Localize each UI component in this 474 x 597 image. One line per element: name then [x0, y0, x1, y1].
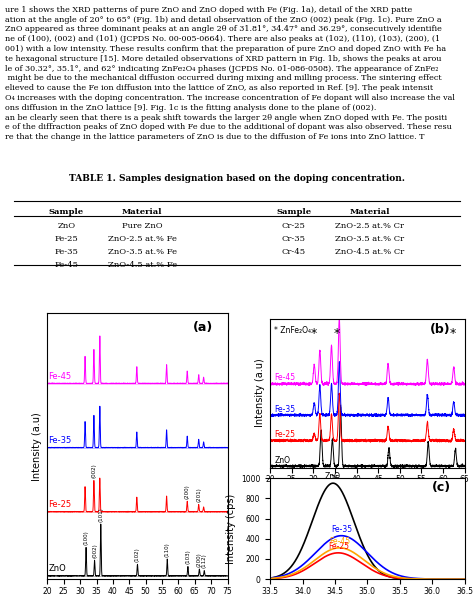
- Text: Fe-35: Fe-35: [48, 436, 72, 445]
- Text: Fe-25: Fe-25: [328, 542, 349, 551]
- Text: Fe-35: Fe-35: [331, 525, 352, 534]
- Text: Fe-45: Fe-45: [329, 537, 350, 546]
- Text: (110): (110): [165, 542, 170, 557]
- Text: (112): (112): [202, 553, 207, 568]
- Text: Fe-45: Fe-45: [274, 374, 296, 383]
- Text: (100): (100): [83, 530, 89, 545]
- Text: Material: Material: [122, 208, 163, 217]
- Text: ure 1 shows the XRD patterns of pure ZnO and ZnO doped with Fe (Fig. 1a), detail: ure 1 shows the XRD patterns of pure ZnO…: [5, 6, 455, 141]
- Text: (201): (201): [196, 487, 201, 502]
- Text: ZnO-4.5 at.% Cr: ZnO-4.5 at.% Cr: [335, 248, 404, 256]
- Text: Material: Material: [349, 208, 390, 217]
- Text: (103): (103): [185, 549, 191, 564]
- Text: (102): (102): [135, 547, 140, 562]
- Text: (b): (b): [430, 323, 451, 336]
- Text: ZnO-3.5 at.% Fe: ZnO-3.5 at.% Fe: [108, 248, 177, 256]
- Text: Fe-25: Fe-25: [274, 430, 295, 439]
- Y-axis label: Intensity (a.u): Intensity (a.u): [255, 359, 264, 427]
- Text: Cr-35: Cr-35: [282, 235, 306, 242]
- Text: ZnO-2.5 at.% Cr: ZnO-2.5 at.% Cr: [335, 221, 404, 229]
- Text: (200): (200): [197, 552, 202, 567]
- Y-axis label: Intensity (a.u): Intensity (a.u): [32, 412, 42, 481]
- Text: Pure ZnO: Pure ZnO: [122, 221, 163, 229]
- Text: TABLE 1. Samples designation based on the doping concentration.: TABLE 1. Samples designation based on th…: [69, 174, 405, 183]
- Text: (002): (002): [92, 543, 97, 558]
- Text: (b): (b): [360, 500, 374, 510]
- Text: (101): (101): [98, 507, 103, 522]
- Text: Fe-25: Fe-25: [48, 500, 72, 509]
- Text: Sample: Sample: [276, 208, 311, 217]
- Text: ZnO: ZnO: [57, 221, 75, 229]
- Text: Fe-35: Fe-35: [55, 248, 78, 256]
- Text: Fe-25: Fe-25: [55, 235, 78, 242]
- Text: * ZnFe₂O₄: * ZnFe₂O₄: [274, 326, 311, 335]
- Text: *: *: [334, 327, 340, 340]
- Text: (200): (200): [185, 484, 190, 499]
- Text: (c): (c): [432, 481, 451, 494]
- Y-axis label: Intensity (cps): Intensity (cps): [226, 494, 236, 564]
- Text: ZnO: ZnO: [325, 472, 341, 481]
- Text: ZnO-2.5 at.% Fe: ZnO-2.5 at.% Fe: [108, 235, 177, 242]
- Text: Fe-45: Fe-45: [48, 371, 72, 381]
- Text: ZnO: ZnO: [274, 456, 291, 464]
- Text: Fe-35: Fe-35: [274, 405, 296, 414]
- Text: *: *: [310, 327, 317, 340]
- Text: Fe-45: Fe-45: [55, 260, 78, 269]
- Text: ZnO: ZnO: [48, 564, 66, 573]
- Text: Sample: Sample: [49, 208, 84, 217]
- Text: ZnO-3.5 at.% Cr: ZnO-3.5 at.% Cr: [335, 235, 404, 242]
- X-axis label: 2θ (deg): 2θ (deg): [347, 485, 388, 496]
- Text: (002): (002): [91, 464, 96, 478]
- Text: Cr-25: Cr-25: [282, 221, 306, 229]
- Text: *: *: [450, 327, 456, 340]
- Text: (a): (a): [193, 321, 213, 334]
- Text: Cr-45: Cr-45: [282, 248, 306, 256]
- Text: ZnO-4.5 at.% Fe: ZnO-4.5 at.% Fe: [108, 260, 177, 269]
